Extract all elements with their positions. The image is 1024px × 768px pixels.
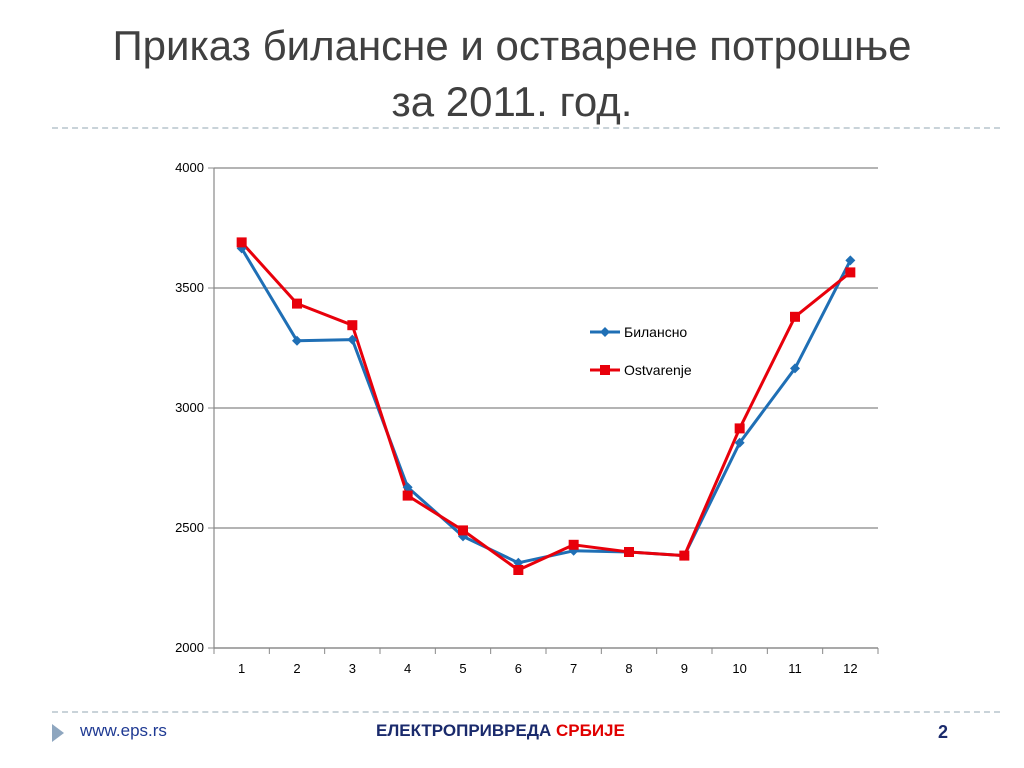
legend-marker-square — [600, 365, 610, 375]
data-point-diamond — [734, 437, 745, 448]
y-tick-label: 2000 — [175, 640, 204, 655]
chart-axes — [208, 167, 879, 654]
data-point-square — [402, 490, 413, 501]
x-tick-label: 1 — [238, 661, 245, 676]
series-line-1 — [240, 247, 852, 565]
slide-title: Приказ билансне и остварене потрошње за … — [40, 18, 984, 130]
data-point-square — [734, 423, 745, 434]
chart-grid — [214, 167, 878, 649]
footer-brand: ЕЛЕКТРОПРИВРЕДА СРБИЈЕ — [376, 721, 625, 741]
series-line-2 — [240, 241, 852, 572]
footer-brand-part-2: СРБИЈЕ — [555, 721, 625, 740]
x-tick-label: 12 — [843, 661, 857, 676]
x-tick-label: 6 — [515, 661, 522, 676]
x-tick-label: 5 — [459, 661, 466, 676]
legend-label-1: Билансно — [624, 324, 687, 340]
x-axis-tick-labels: 1 2 3 4 5 6 7 8 9 10 11 12 — [238, 661, 858, 676]
y-axis-tick-labels: 2000 2500 3000 3500 4000 — [175, 160, 204, 655]
data-point-square — [845, 267, 856, 278]
x-tick-label: 9 — [681, 661, 688, 676]
data-point-square — [458, 525, 468, 536]
data-point-square — [292, 298, 302, 309]
data-point-square — [347, 320, 358, 331]
data-point-diamond — [347, 334, 358, 345]
x-tick-label: 11 — [788, 661, 802, 676]
y-tick-label: 2500 — [175, 520, 204, 535]
y-tick-label: 3000 — [175, 400, 204, 415]
arrow-right-icon — [52, 724, 64, 742]
data-point-square — [236, 237, 247, 248]
data-point-square — [513, 565, 524, 575]
y-tick-label: 4000 — [175, 160, 204, 175]
x-tick-label: 7 — [570, 661, 577, 676]
bottom-divider — [52, 711, 1000, 713]
legend-marker-diamond — [600, 327, 610, 337]
series-lines — [240, 241, 852, 572]
x-tick-label: 3 — [349, 661, 356, 676]
series-markers — [236, 237, 856, 575]
page-number: 2 — [938, 722, 949, 742]
footer-brand-part-1: ЕЛЕКТРОПРИВРЕДА — [376, 721, 552, 740]
data-point-diamond — [845, 255, 856, 266]
x-tick-label: 4 — [404, 661, 411, 676]
data-point-diamond — [402, 482, 413, 493]
data-point-square — [679, 550, 690, 561]
top-divider — [52, 127, 1000, 129]
x-tick-label: 8 — [625, 661, 632, 676]
data-point-square — [790, 311, 800, 322]
y-tick-label: 3500 — [175, 280, 204, 295]
legend-label-2: Ostvarenje — [624, 362, 692, 378]
chart-legend: Билансно Ostvarenje — [590, 324, 692, 378]
x-tick-label: 2 — [293, 661, 300, 676]
data-point-square — [568, 539, 579, 550]
x-tick-label: 10 — [732, 661, 746, 676]
data-point-diamond — [292, 335, 302, 346]
data-point-square — [624, 547, 634, 557]
footer-url[interactable]: www.eps.rs — [80, 721, 167, 740]
data-point-diamond — [790, 363, 800, 374]
slide-title-line-2: за 2011. год. — [391, 78, 633, 125]
slide-title-line-1: Приказ билансне и остварене потрошње — [112, 22, 912, 69]
